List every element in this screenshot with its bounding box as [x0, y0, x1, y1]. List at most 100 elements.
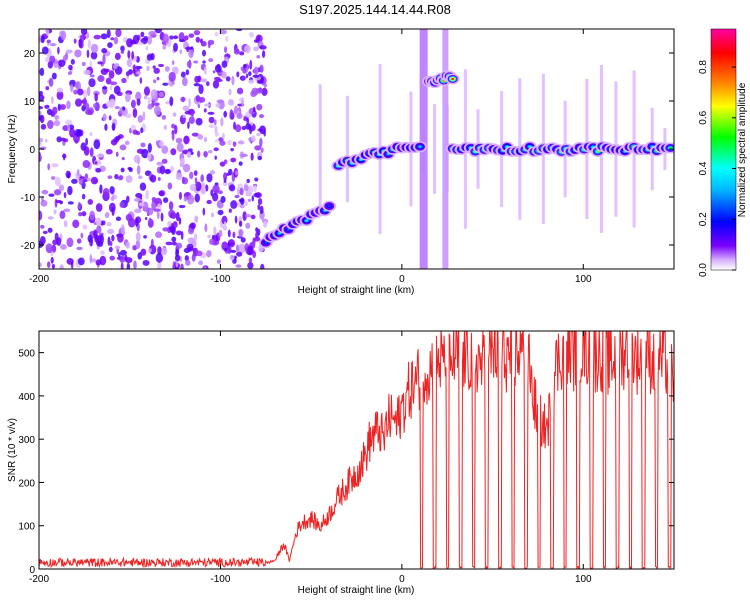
- noise-blob: [153, 208, 161, 212]
- noise-blob: [187, 148, 193, 152]
- noise-blob: [231, 75, 235, 86]
- noise-blob: [109, 84, 113, 91]
- noise-blob: [236, 112, 243, 119]
- noise-blob: [90, 43, 99, 53]
- noise-blob: [173, 35, 179, 40]
- colorbar-tick-label: 0.2: [698, 212, 709, 226]
- noise-blob: [253, 39, 260, 43]
- noise-blob: [115, 151, 119, 157]
- noise-blob: [101, 220, 106, 226]
- noise-blob: [191, 132, 199, 137]
- noise-blob: [134, 208, 139, 213]
- noise-blob: [194, 215, 199, 223]
- y-tick-label: -20: [21, 241, 36, 252]
- noise-blob: [180, 71, 186, 78]
- noise-blob: [39, 106, 44, 110]
- noise-blob: [235, 264, 242, 268]
- noise-blob: [245, 63, 249, 73]
- noise-blob: [74, 129, 82, 137]
- noise-blob: [224, 46, 228, 54]
- noise-blob: [39, 114, 45, 124]
- noise-blob: [189, 171, 194, 180]
- noise-blob: [217, 190, 223, 195]
- noise-blob: [228, 208, 232, 213]
- noise-blob: [45, 29, 50, 37]
- noise-blob: [253, 66, 259, 75]
- noise-blob: [171, 60, 175, 66]
- noise-blob: [233, 105, 239, 115]
- noise-blob: [175, 211, 180, 222]
- noise-blob: [207, 234, 211, 239]
- noise-blob: [193, 82, 201, 87]
- x-tick-label: -200: [29, 274, 49, 285]
- noise-blob: [236, 251, 243, 257]
- noise-blob: [60, 30, 67, 41]
- snr-x-axis-title: Height of straight line (km): [298, 585, 415, 596]
- noise-blob: [229, 109, 234, 118]
- noise-blob: [247, 245, 254, 256]
- noise-blob: [113, 36, 119, 45]
- noise-blob: [161, 114, 167, 120]
- noise-blob: [51, 176, 56, 180]
- noise-blob: [257, 204, 261, 211]
- noise-blob: [142, 201, 149, 212]
- noise-blob: [78, 211, 83, 217]
- noise-blob: [200, 40, 207, 47]
- noise-blob: [93, 229, 98, 239]
- noise-blob: [113, 85, 121, 95]
- noise-blob: [230, 200, 238, 209]
- noise-blob: [248, 79, 255, 84]
- noise-blob: [48, 193, 55, 197]
- noise-blob: [260, 263, 265, 269]
- noise-blob: [54, 198, 58, 208]
- noise-blob: [256, 55, 261, 59]
- spectral-peak: [286, 228, 290, 231]
- noise-blob: [71, 178, 78, 184]
- noise-blob: [244, 44, 251, 54]
- noise-blob: [235, 124, 242, 133]
- noise-blob: [155, 140, 160, 146]
- noise-blob: [135, 232, 141, 242]
- noise-blob: [169, 35, 174, 40]
- snr-frame: [38, 330, 675, 570]
- noise-blob: [220, 195, 226, 204]
- noise-blob: [67, 185, 73, 196]
- noise-blob: [161, 158, 168, 164]
- noise-blob: [150, 89, 158, 99]
- noise-blob: [46, 108, 53, 116]
- noise-blob: [183, 135, 190, 145]
- noise-blob: [162, 197, 169, 203]
- noise-blob: [125, 257, 133, 264]
- noise-blob: [251, 195, 255, 202]
- noise-blob: [255, 88, 263, 94]
- noise-blob: [173, 42, 178, 52]
- noise-blob: [49, 43, 57, 47]
- noise-blob: [126, 195, 130, 203]
- noise-blob: [242, 69, 247, 74]
- noise-blob: [63, 138, 69, 143]
- noise-blob: [81, 211, 87, 217]
- noise-blob: [170, 148, 177, 156]
- noise-blob: [119, 144, 127, 151]
- noise-blob: [45, 56, 51, 63]
- noise-blob: [53, 119, 61, 127]
- noise-blob: [157, 246, 162, 255]
- noise-blob: [233, 121, 236, 130]
- noise-blob: [188, 116, 195, 125]
- noise-blob: [49, 55, 56, 64]
- noise-blob: [150, 238, 154, 249]
- noise-blob: [140, 31, 145, 38]
- noise-blob: [54, 176, 61, 187]
- noise-blob: [164, 169, 171, 174]
- noise-blob: [218, 137, 224, 142]
- noise-blob: [110, 37, 115, 41]
- noise-blob: [110, 98, 116, 107]
- noise-blob: [158, 91, 165, 98]
- noise-blob: [160, 212, 164, 222]
- noise-blob: [208, 124, 216, 128]
- noise-blob: [106, 100, 111, 108]
- noise-blob: [252, 74, 260, 78]
- colorbar-tick-label: 0.4: [698, 161, 709, 175]
- noise-blob: [68, 64, 73, 71]
- noise-blob: [195, 117, 203, 126]
